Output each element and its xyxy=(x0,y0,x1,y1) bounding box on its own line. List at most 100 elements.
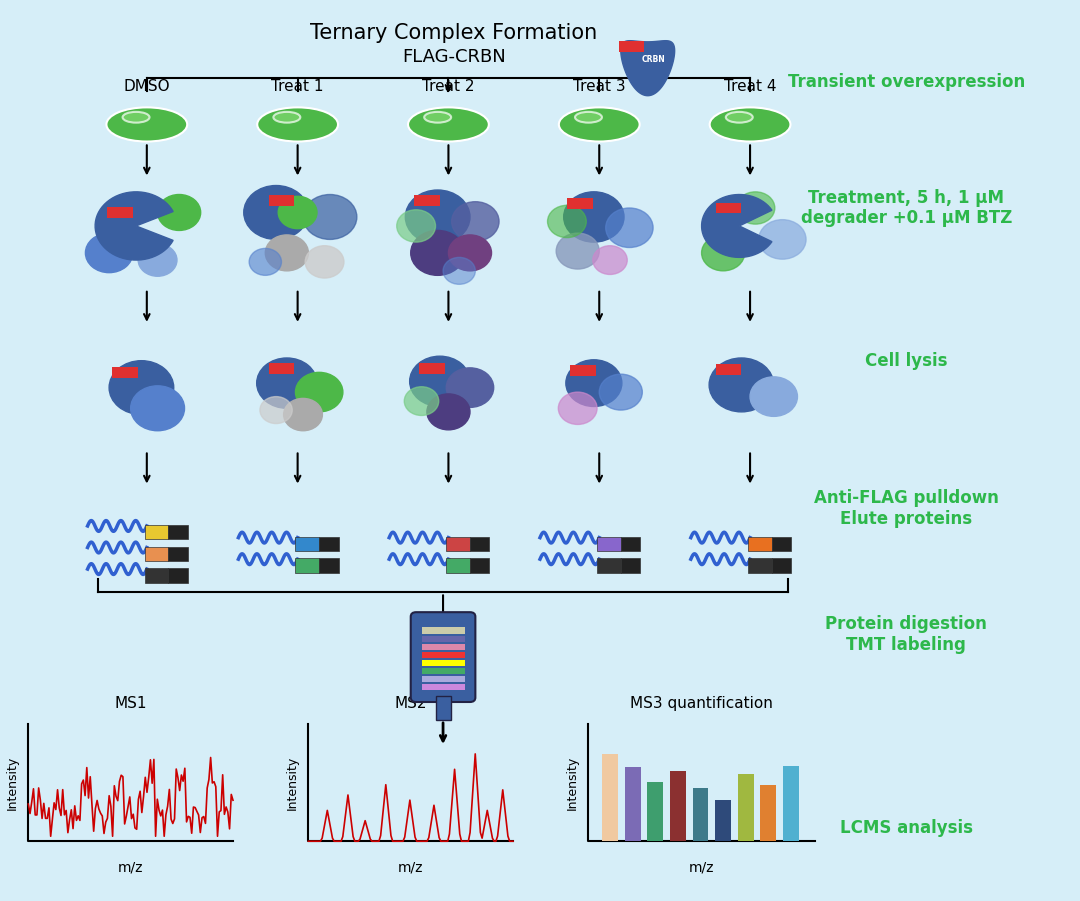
Ellipse shape xyxy=(408,107,489,141)
Bar xyxy=(783,766,799,842)
Circle shape xyxy=(279,196,318,229)
Bar xyxy=(421,635,464,642)
Bar xyxy=(771,559,791,573)
Bar xyxy=(296,537,320,551)
Text: Intensity: Intensity xyxy=(5,756,18,810)
Bar xyxy=(446,559,470,573)
Text: Intensity: Intensity xyxy=(566,756,579,810)
Circle shape xyxy=(409,356,470,406)
Bar xyxy=(168,569,188,583)
Bar xyxy=(670,771,686,842)
Text: Treatment, 5 h, 1 μM
degrader +0.1 μM BTZ: Treatment, 5 h, 1 μM degrader +0.1 μM BT… xyxy=(800,188,1012,227)
Bar xyxy=(421,627,464,633)
Circle shape xyxy=(558,392,597,424)
Bar xyxy=(435,696,450,720)
Ellipse shape xyxy=(122,112,149,123)
Text: Cell lysis: Cell lysis xyxy=(865,351,947,369)
Circle shape xyxy=(758,220,806,259)
Circle shape xyxy=(750,377,797,416)
Polygon shape xyxy=(621,41,675,96)
Text: Treat 1: Treat 1 xyxy=(271,79,324,95)
Text: Ternary Complex Formation: Ternary Complex Formation xyxy=(310,23,597,43)
Bar xyxy=(421,643,464,650)
Circle shape xyxy=(266,235,309,271)
Text: MS1: MS1 xyxy=(114,696,147,711)
Bar xyxy=(414,196,440,206)
Bar xyxy=(619,41,645,51)
FancyBboxPatch shape xyxy=(410,612,475,702)
Text: FLAG-CRBN: FLAG-CRBN xyxy=(402,48,505,66)
Circle shape xyxy=(260,396,293,423)
Ellipse shape xyxy=(726,112,753,123)
Text: Treat 4: Treat 4 xyxy=(724,79,777,95)
Bar xyxy=(269,196,295,206)
Text: m/z: m/z xyxy=(689,861,714,875)
Bar xyxy=(421,684,464,690)
Circle shape xyxy=(396,210,435,242)
Ellipse shape xyxy=(575,112,602,123)
Bar xyxy=(145,569,168,583)
Text: LCMS analysis: LCMS analysis xyxy=(840,819,973,837)
Ellipse shape xyxy=(558,107,639,141)
Bar xyxy=(446,537,470,551)
Text: Protein digestion
TMT labeling: Protein digestion TMT labeling xyxy=(825,615,987,654)
Bar xyxy=(320,537,338,551)
Bar xyxy=(145,547,168,561)
Ellipse shape xyxy=(107,107,187,141)
Bar xyxy=(296,559,320,573)
Circle shape xyxy=(109,360,174,414)
Text: m/z: m/z xyxy=(118,861,144,875)
Bar xyxy=(470,537,489,551)
Bar xyxy=(748,559,771,573)
Bar xyxy=(624,768,640,842)
Circle shape xyxy=(564,192,624,242)
Circle shape xyxy=(566,359,622,406)
Bar xyxy=(716,364,742,375)
Circle shape xyxy=(606,208,653,248)
Circle shape xyxy=(284,398,323,431)
Bar xyxy=(692,787,708,842)
Circle shape xyxy=(451,202,499,241)
Bar xyxy=(107,207,133,218)
Bar xyxy=(647,782,663,842)
Bar xyxy=(168,547,188,561)
Circle shape xyxy=(599,374,643,410)
Bar xyxy=(320,559,338,573)
Circle shape xyxy=(296,372,342,412)
Circle shape xyxy=(702,235,745,271)
Bar xyxy=(771,537,791,551)
Bar xyxy=(570,365,596,376)
Text: m/z: m/z xyxy=(399,861,423,875)
Circle shape xyxy=(427,394,470,430)
Bar xyxy=(597,537,621,551)
Text: Anti-FLAG pulldown
Elute proteins: Anti-FLAG pulldown Elute proteins xyxy=(814,489,999,528)
Circle shape xyxy=(556,233,599,269)
Circle shape xyxy=(244,186,309,240)
Circle shape xyxy=(410,231,464,276)
Circle shape xyxy=(303,195,356,240)
Bar xyxy=(145,525,168,540)
Text: Treat 3: Treat 3 xyxy=(572,79,625,95)
Bar xyxy=(760,785,777,842)
Ellipse shape xyxy=(710,107,791,141)
Ellipse shape xyxy=(257,107,338,141)
Text: DMSO: DMSO xyxy=(123,79,171,95)
Bar xyxy=(419,363,445,374)
Circle shape xyxy=(158,195,201,231)
Circle shape xyxy=(85,233,133,273)
Polygon shape xyxy=(702,195,772,258)
Bar xyxy=(738,775,754,842)
Bar xyxy=(470,559,489,573)
Text: Intensity: Intensity xyxy=(286,756,299,810)
Ellipse shape xyxy=(424,112,451,123)
Bar xyxy=(567,198,593,209)
Bar xyxy=(421,668,464,674)
Text: Treat 2: Treat 2 xyxy=(422,79,475,95)
Circle shape xyxy=(249,249,282,276)
Bar xyxy=(621,559,640,573)
Circle shape xyxy=(737,192,774,224)
Text: CRBN: CRBN xyxy=(642,55,665,64)
Circle shape xyxy=(404,387,438,415)
Circle shape xyxy=(448,235,491,271)
Circle shape xyxy=(446,368,494,407)
